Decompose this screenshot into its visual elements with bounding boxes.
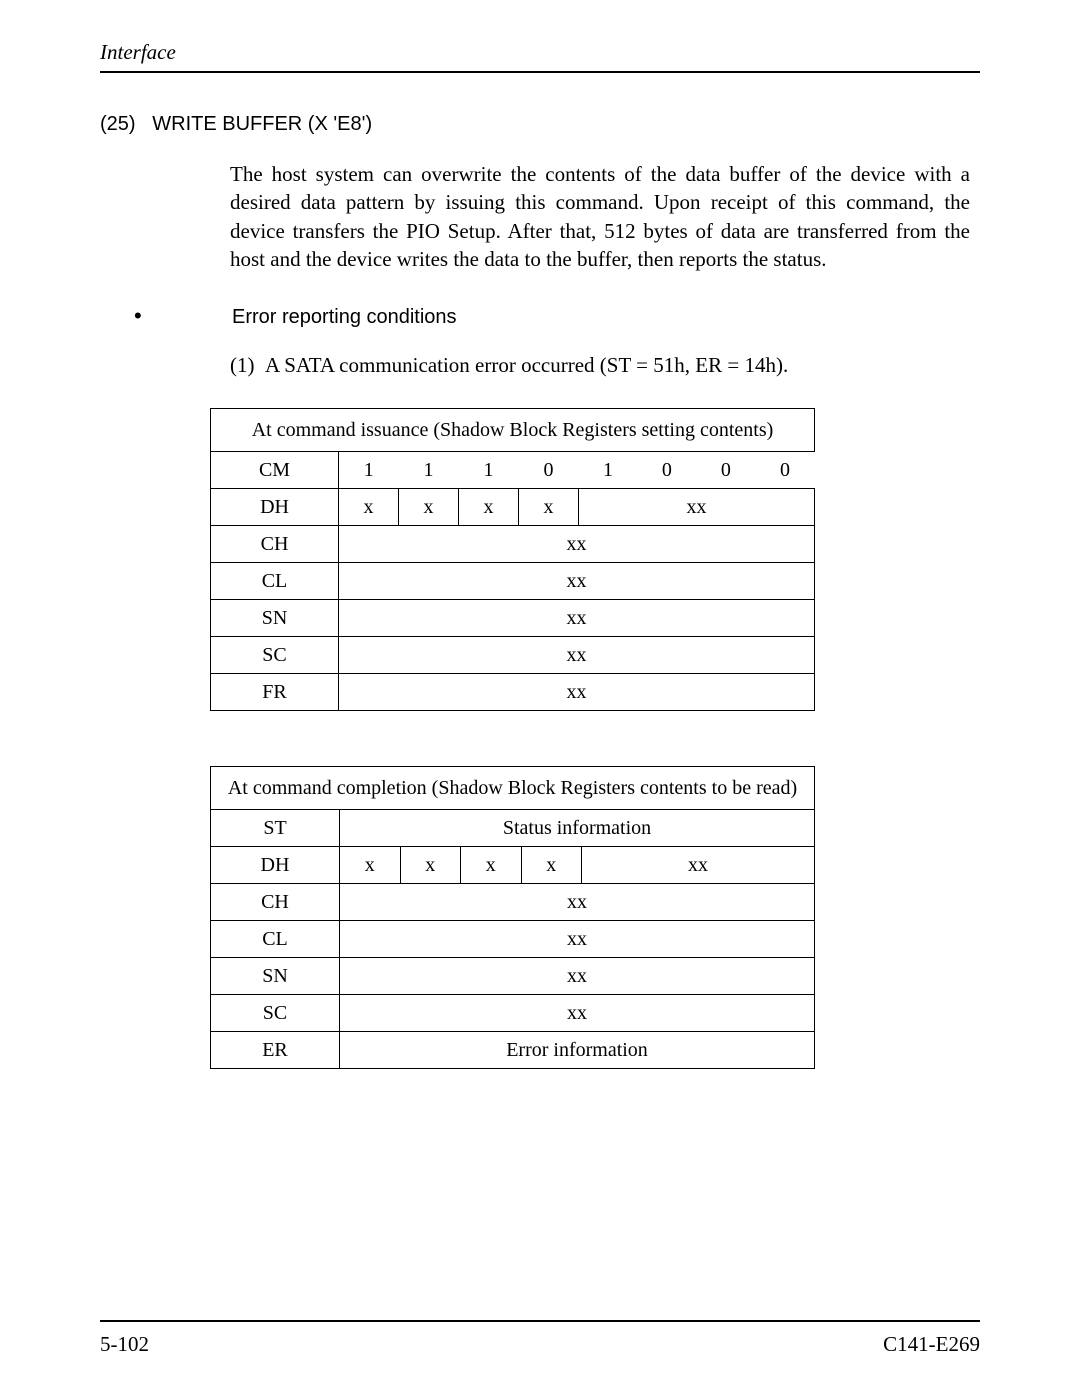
table1-row-sn: SN xx (211, 600, 815, 637)
table1-row-cm: CM 1 1 1 0 1 0 0 0 (211, 452, 815, 489)
table2-ch-val: xx (340, 884, 815, 921)
table2-title: At command completion (Shadow Block Regi… (211, 767, 815, 810)
section-heading: (25) WRITE BUFFER (X 'E8') (100, 113, 980, 136)
error-item-1-num: (1) (230, 353, 255, 377)
table1-row-cl: CL xx (211, 563, 815, 600)
table1-ch-val: xx (339, 526, 815, 563)
table1-sc-val: xx (339, 637, 815, 674)
table2-cl-label: CL (211, 921, 340, 958)
table2-sn-val: xx (340, 958, 815, 995)
table1-row-dh: DH x x x x xx (211, 489, 815, 526)
table2-dh-b3: x (521, 847, 582, 884)
table1-cm-b5: 1 (458, 452, 518, 489)
table2-row-cl: CL xx (211, 921, 815, 958)
table2-row-st: ST Status information (211, 810, 815, 847)
table1-ch-label: CH (211, 526, 339, 563)
section-paragraph: The host system can overwrite the conten… (230, 160, 970, 273)
table2-row-ch: CH xx (211, 884, 815, 921)
table1-cl-val: xx (339, 563, 815, 600)
error-item-1: (1) A SATA communication error occurred … (230, 353, 980, 378)
table-completion: At command completion (Shadow Block Regi… (210, 766, 815, 1069)
table1-title: At command issuance (Shadow Block Regist… (211, 409, 815, 452)
error-heading-row: • Error reporting conditions (100, 303, 980, 329)
table2-dh-b2: x (461, 847, 522, 884)
table2-row-sn: SN xx (211, 958, 815, 995)
table1-cl-label: CL (211, 563, 339, 600)
table2-cl-val: xx (340, 921, 815, 958)
table1-cm-b0: 0 (755, 452, 814, 489)
table1-row-ch: CH xx (211, 526, 815, 563)
table1-sc-label: SC (211, 637, 339, 674)
table1-sn-val: xx (339, 600, 815, 637)
table2-row-sc: SC xx (211, 995, 815, 1032)
table1-dh-b1: x (399, 489, 459, 526)
table2-er-val: Error information (340, 1032, 815, 1069)
page-footer: 5-102 C141-E269 (100, 1320, 980, 1357)
table1-cm-label: CM (211, 452, 339, 489)
table2-sn-label: SN (211, 958, 340, 995)
table1-cm-b4: 0 (518, 452, 578, 489)
table1-row-sc: SC xx (211, 637, 815, 674)
table1-cm-b2: 0 (637, 452, 696, 489)
error-heading: Error reporting conditions (186, 306, 457, 329)
table2-sc-label: SC (211, 995, 340, 1032)
table1-dh-b2: x (458, 489, 518, 526)
table2-dh-b1: x (400, 847, 461, 884)
table1-cm-b1: 0 (696, 452, 755, 489)
table2-sc-val: xx (340, 995, 815, 1032)
running-head: Interface (100, 40, 980, 73)
table1-cm-b7: 1 (339, 452, 399, 489)
table1-fr-val: xx (339, 674, 815, 711)
bullet-icon: • (100, 303, 186, 329)
table1-fr-label: FR (211, 674, 339, 711)
table2-dh-rest: xx (582, 847, 815, 884)
table1-dh-b0: x (339, 489, 399, 526)
table1-dh-rest: xx (578, 489, 814, 526)
table2-st-val: Status information (340, 810, 815, 847)
section-number: (25) (100, 113, 136, 135)
table2-row-er: ER Error information (211, 1032, 815, 1069)
error-item-1-text: A SATA communication error occurred (ST … (265, 353, 788, 377)
table1-cm-b3: 1 (578, 452, 637, 489)
footer-left: 5-102 (100, 1332, 149, 1357)
table2-dh-b0: x (340, 847, 401, 884)
table1-cm-b6: 1 (399, 452, 459, 489)
footer-right: C141-E269 (883, 1332, 980, 1357)
table2-st-label: ST (211, 810, 340, 847)
table2-row-dh: DH x x x x xx (211, 847, 815, 884)
table1-row-fr: FR xx (211, 674, 815, 711)
table1-sn-label: SN (211, 600, 339, 637)
section-title: WRITE BUFFER (X 'E8') (152, 113, 372, 135)
table-issuance: At command issuance (Shadow Block Regist… (210, 408, 815, 711)
table2-er-label: ER (211, 1032, 340, 1069)
table1-dh-label: DH (211, 489, 339, 526)
table1-dh-b3: x (518, 489, 578, 526)
table2-dh-label: DH (211, 847, 340, 884)
table2-ch-label: CH (211, 884, 340, 921)
